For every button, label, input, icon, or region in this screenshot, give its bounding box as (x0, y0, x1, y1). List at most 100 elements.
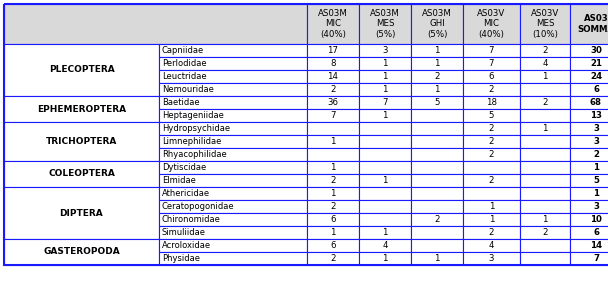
Bar (520, 239, 570, 252)
Text: 1: 1 (382, 254, 388, 263)
Text: EPHEMEROPTERA: EPHEMEROPTERA (37, 105, 126, 114)
Bar (159, 109, 307, 122)
Bar (411, 148, 463, 161)
Text: Limnephilidae: Limnephilidae (162, 137, 221, 146)
Bar (463, 70, 520, 83)
Bar (359, 109, 411, 122)
Text: 2: 2 (489, 176, 494, 185)
Text: 68: 68 (590, 98, 602, 107)
Bar (570, 148, 608, 161)
Text: Athericidae: Athericidae (162, 189, 210, 198)
Bar (520, 252, 570, 265)
Text: 14: 14 (328, 72, 339, 81)
Bar (359, 70, 411, 83)
Bar (463, 239, 520, 252)
Bar (570, 174, 608, 187)
Bar (570, 135, 608, 148)
Text: 3: 3 (593, 202, 599, 211)
Text: AS03M
MIC
(40%): AS03M MIC (40%) (318, 9, 348, 39)
Text: 30: 30 (590, 46, 602, 55)
Text: AS03M
MES
(5%): AS03M MES (5%) (370, 9, 400, 39)
Bar (570, 70, 608, 83)
Text: 7: 7 (330, 111, 336, 120)
Bar (463, 148, 520, 161)
Text: 1: 1 (489, 215, 494, 224)
Bar (159, 135, 307, 148)
Bar (570, 83, 608, 96)
Text: PLECOPTERA: PLECOPTERA (49, 65, 114, 74)
Text: 7: 7 (382, 98, 388, 107)
Text: 2: 2 (434, 215, 440, 224)
Bar (411, 122, 463, 135)
Text: Ceratopogonidae: Ceratopogonidae (162, 202, 235, 211)
Bar (570, 96, 608, 109)
Text: 5: 5 (434, 98, 440, 107)
Bar (359, 239, 411, 252)
Text: 4: 4 (489, 241, 494, 250)
Bar (411, 4, 463, 44)
Bar (359, 161, 411, 174)
Text: 2: 2 (542, 98, 548, 107)
Bar (570, 252, 608, 265)
Text: 7: 7 (489, 46, 494, 55)
Text: 1: 1 (382, 59, 388, 68)
Text: Acroloxidae: Acroloxidae (162, 241, 211, 250)
Text: 3: 3 (593, 124, 599, 133)
Bar (520, 96, 570, 109)
Text: 2: 2 (489, 137, 494, 146)
Bar (411, 109, 463, 122)
Bar (307, 83, 359, 96)
Bar (4, 44, 159, 96)
Text: 2: 2 (489, 124, 494, 133)
Bar (359, 135, 411, 148)
Bar (359, 213, 411, 226)
Bar (159, 96, 307, 109)
Bar (159, 161, 307, 174)
Bar (307, 135, 359, 148)
Text: DIPTERA: DIPTERA (60, 208, 103, 218)
Bar (520, 226, 570, 239)
Bar (359, 174, 411, 187)
Bar (463, 57, 520, 70)
Bar (159, 122, 307, 135)
Bar (411, 174, 463, 187)
Text: 2: 2 (593, 150, 599, 159)
Bar (570, 44, 608, 57)
Bar (359, 252, 411, 265)
Bar (411, 252, 463, 265)
Bar (4, 239, 159, 265)
Bar (463, 161, 520, 174)
Text: 1: 1 (330, 189, 336, 198)
Text: 5: 5 (593, 176, 599, 185)
Text: 1: 1 (434, 59, 440, 68)
Bar (520, 200, 570, 213)
Bar (4, 4, 307, 44)
Text: 1: 1 (593, 189, 599, 198)
Bar (4, 161, 159, 187)
Bar (463, 135, 520, 148)
Text: 3: 3 (489, 254, 494, 263)
Text: 10: 10 (590, 215, 602, 224)
Text: 4: 4 (382, 241, 388, 250)
Text: Chironomidae: Chironomidae (162, 215, 221, 224)
Bar (307, 122, 359, 135)
Bar (307, 148, 359, 161)
Text: 1: 1 (434, 85, 440, 94)
Bar (159, 239, 307, 252)
Bar (307, 200, 359, 213)
Text: 8: 8 (330, 59, 336, 68)
Bar (520, 161, 570, 174)
Bar (159, 226, 307, 239)
Text: 1: 1 (382, 85, 388, 94)
Text: 17: 17 (328, 46, 339, 55)
Bar (520, 187, 570, 200)
Bar (411, 200, 463, 213)
Text: 1: 1 (382, 228, 388, 237)
Bar (307, 109, 359, 122)
Text: Capniidae: Capniidae (162, 46, 204, 55)
Text: 14: 14 (590, 241, 602, 250)
Text: 18: 18 (486, 98, 497, 107)
Text: Dytiscidae: Dytiscidae (162, 163, 206, 172)
Bar (520, 57, 570, 70)
Bar (520, 44, 570, 57)
